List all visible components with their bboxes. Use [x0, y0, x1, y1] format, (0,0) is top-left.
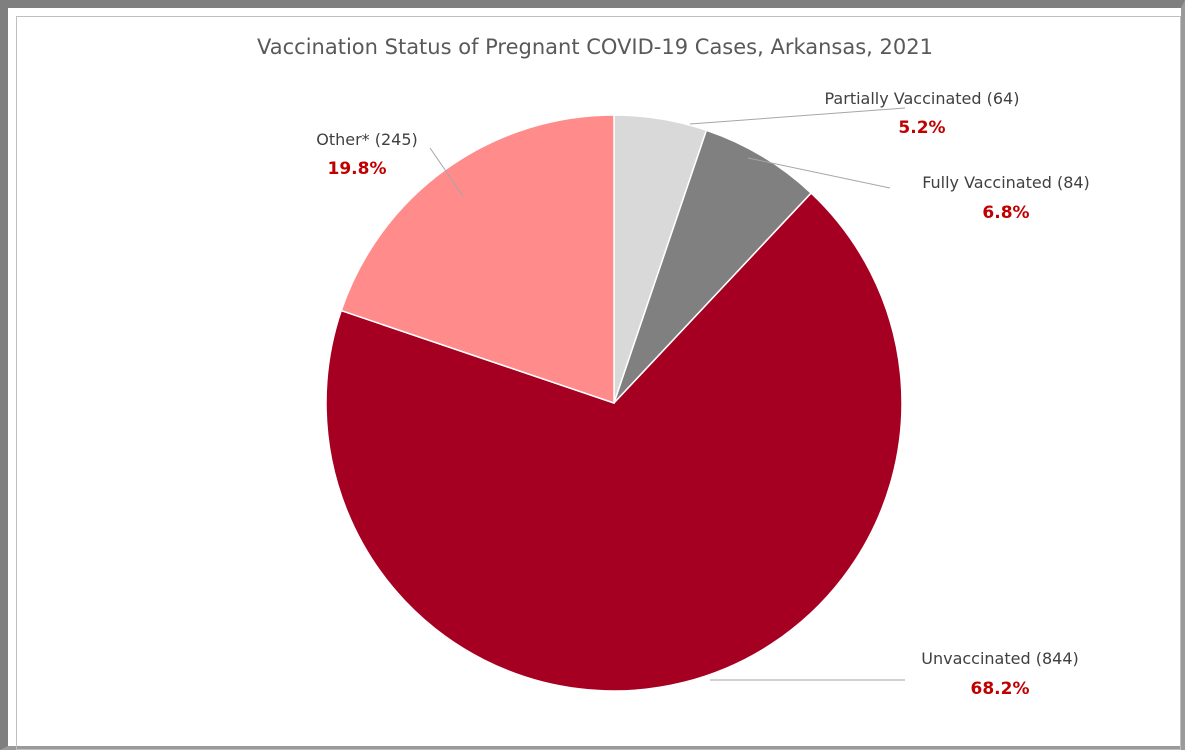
leader-line-fully-vaccinated [747, 157, 891, 189]
slice-label-other: Other* (245) [316, 130, 418, 149]
leader-line-other [429, 147, 464, 197]
slice-labels: Partially Vaccinated (64) 5.2% Fully Vacci… [316, 89, 1090, 699]
chart-title: Vaccination Status of Pregnant COVID-19 … [257, 35, 933, 59]
slice-label-partially-vaccinated: Partially Vaccinated (64) [825, 89, 1020, 108]
slice-percent-unvaccinated: 68.2% [971, 679, 1030, 699]
pie-slices [325, 114, 903, 692]
pie-slice-fully-vaccinated [613, 129, 813, 404]
slice-percent-fully-vaccinated: 6.8% [982, 203, 1029, 223]
slice-label-fully-vaccinated: Fully Vaccinated (84) [922, 173, 1090, 192]
slice-percent-partially-vaccinated: 5.2% [898, 118, 945, 138]
leader-line-partially-vaccinated [689, 107, 906, 125]
pie-slice-unvaccinated [325, 191, 903, 692]
leader-lines [429, 107, 906, 681]
slice-percent-other: 19.8% [328, 159, 387, 179]
slice-label-unvaccinated: Unvaccinated (844) [921, 649, 1079, 668]
pie-slice-other [340, 114, 615, 405]
